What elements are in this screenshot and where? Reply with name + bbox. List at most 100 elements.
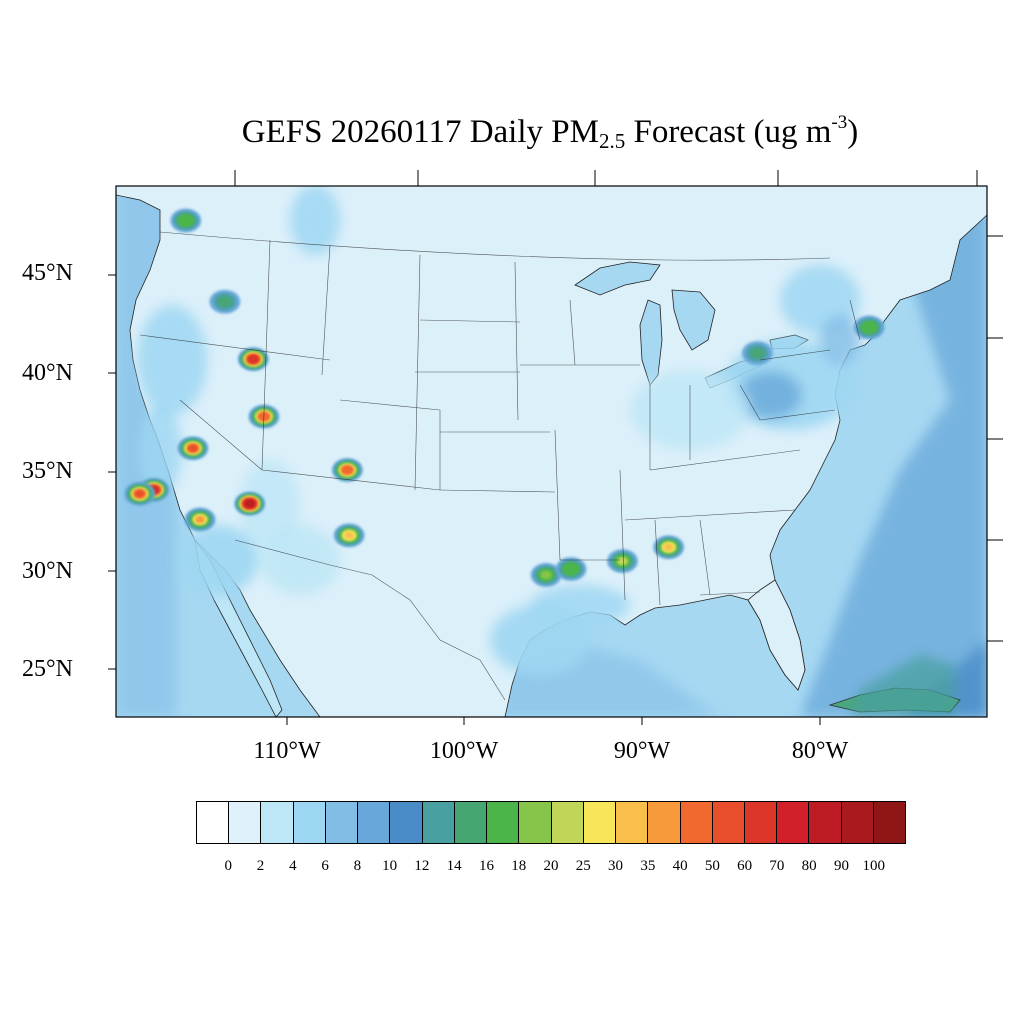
map-title: GEFS 20260117 Daily PM2.5 Forecast (ug m… xyxy=(0,112,1024,154)
pm25-hotspot xyxy=(237,347,269,372)
state-border-line xyxy=(321,244,331,376)
colorbar-swatch xyxy=(519,802,552,843)
state-border-line xyxy=(339,399,441,411)
state-border-line xyxy=(654,519,661,606)
pm25-hotspot xyxy=(331,458,363,482)
lake-huron xyxy=(671,289,716,351)
colorbar-tick-label: 14 xyxy=(446,858,462,874)
colorbar-swatch xyxy=(487,802,520,843)
colorbar xyxy=(196,801,906,844)
hotspot-ring xyxy=(245,500,254,507)
pm25-hotspot xyxy=(653,535,685,560)
colorbar-tick-label: 0 xyxy=(224,858,233,874)
colorbar-tick-label: 2 xyxy=(256,858,265,874)
map-field xyxy=(71,186,987,717)
state-border-line xyxy=(759,409,836,421)
colorbar-tick-label: 70 xyxy=(769,858,785,874)
colorbar-tick-label: 16 xyxy=(478,858,494,874)
lon-label-100w: 100°W xyxy=(429,738,499,764)
colorbar-swatch xyxy=(616,802,649,843)
colorbar-swatch xyxy=(777,802,810,843)
florida-peninsula xyxy=(747,579,806,691)
colorbar-swatch xyxy=(809,802,842,843)
pm25-hotspots xyxy=(71,208,885,587)
pm25-hotspot xyxy=(555,557,587,581)
colorbar-tick-label: 50 xyxy=(704,858,720,874)
state-border-line xyxy=(261,469,441,491)
lon-label-80w: 80°W xyxy=(791,738,849,764)
colorbar-tick-label: 90 xyxy=(833,858,849,874)
colorbar-swatch xyxy=(358,802,391,843)
colorbar-tick-label: 60 xyxy=(737,858,753,874)
colorbar-swatch xyxy=(325,802,359,843)
colorbar-tick-label: 35 xyxy=(640,858,656,874)
pm25-hotspot xyxy=(333,523,365,548)
colorbar-swatch xyxy=(454,802,488,843)
hotspot-ring xyxy=(616,556,628,566)
map-frame xyxy=(115,185,988,718)
hotspot-ring xyxy=(218,296,232,307)
colorbar-tick-label: 80 xyxy=(801,858,817,874)
hotspot-ring xyxy=(77,288,88,297)
lat-label-25: 25°N xyxy=(22,656,73,682)
state-border-line xyxy=(569,299,576,366)
state-border-line xyxy=(439,489,556,493)
state-border-line xyxy=(419,319,521,323)
caribbean-plume xyxy=(850,655,955,717)
state-border-line xyxy=(619,469,626,601)
state-border-line xyxy=(139,334,331,361)
title-text: GEFS 20260117 Daily PM xyxy=(241,114,599,150)
hotspot-ring xyxy=(540,570,552,580)
lon-label-110w: 110°W xyxy=(253,738,321,764)
colorbar-tick-label: 30 xyxy=(608,858,624,874)
pm25-hotspot xyxy=(184,507,216,532)
hotspot-ring xyxy=(71,282,95,301)
state-border-line xyxy=(179,399,263,471)
title-close-paren: ) xyxy=(847,114,859,150)
colorbar-swatch xyxy=(229,802,262,843)
colorbar-tick-label: 8 xyxy=(353,858,362,874)
lat-label-40: 40°N xyxy=(22,360,73,386)
colorbar-tick-label: 6 xyxy=(321,858,329,874)
hotspot-ring xyxy=(750,348,764,359)
hotspot-ring xyxy=(188,444,198,452)
state-border-line xyxy=(739,384,761,421)
us-mexico-border xyxy=(234,539,506,701)
colorbar-tick-label: 18 xyxy=(511,858,527,874)
colorbar-tick-label: 12 xyxy=(414,858,430,874)
colorbar-swatch xyxy=(293,802,326,843)
colorbar-swatch xyxy=(744,802,778,843)
lat-label-30: 30°N xyxy=(22,558,73,584)
regional-haze xyxy=(137,186,860,675)
lat-label-45: 45°N xyxy=(22,260,73,286)
axis-ticks xyxy=(108,170,1003,725)
state-border-line xyxy=(624,509,796,521)
colorbar-swatch xyxy=(551,802,584,843)
pm25-hotspot xyxy=(170,208,202,233)
lon-label-90w: 90°W xyxy=(613,738,671,764)
colorbar-swatch xyxy=(583,802,617,843)
state-border-line xyxy=(849,299,861,341)
colorbar-swatch xyxy=(680,802,713,843)
hotspot-ring xyxy=(195,515,205,524)
state-border-line xyxy=(554,429,561,561)
state-border-line xyxy=(261,239,271,471)
hotspot-ring xyxy=(342,466,352,474)
title-units-text: Forecast (ug m xyxy=(625,114,832,150)
pm25-hotspot xyxy=(177,436,209,461)
pm25-hotspot xyxy=(607,549,638,573)
hotspot-ring xyxy=(249,355,258,363)
state-border-line xyxy=(699,591,761,596)
title-subscript: 2.5 xyxy=(598,129,626,153)
pm25-hotspot xyxy=(124,481,156,506)
hotspot-ring xyxy=(180,216,192,225)
colorbar-swatch xyxy=(261,802,294,843)
colorbar-tick-label: 100 xyxy=(862,858,885,874)
colorbar-tick-label: 40 xyxy=(672,858,688,874)
colorbar-swatch xyxy=(422,802,455,843)
hotspot-ring xyxy=(565,564,577,574)
state-border-line xyxy=(649,449,801,471)
colorbar-tick-label: 10 xyxy=(382,858,398,874)
pm25-hotspot xyxy=(234,491,266,516)
